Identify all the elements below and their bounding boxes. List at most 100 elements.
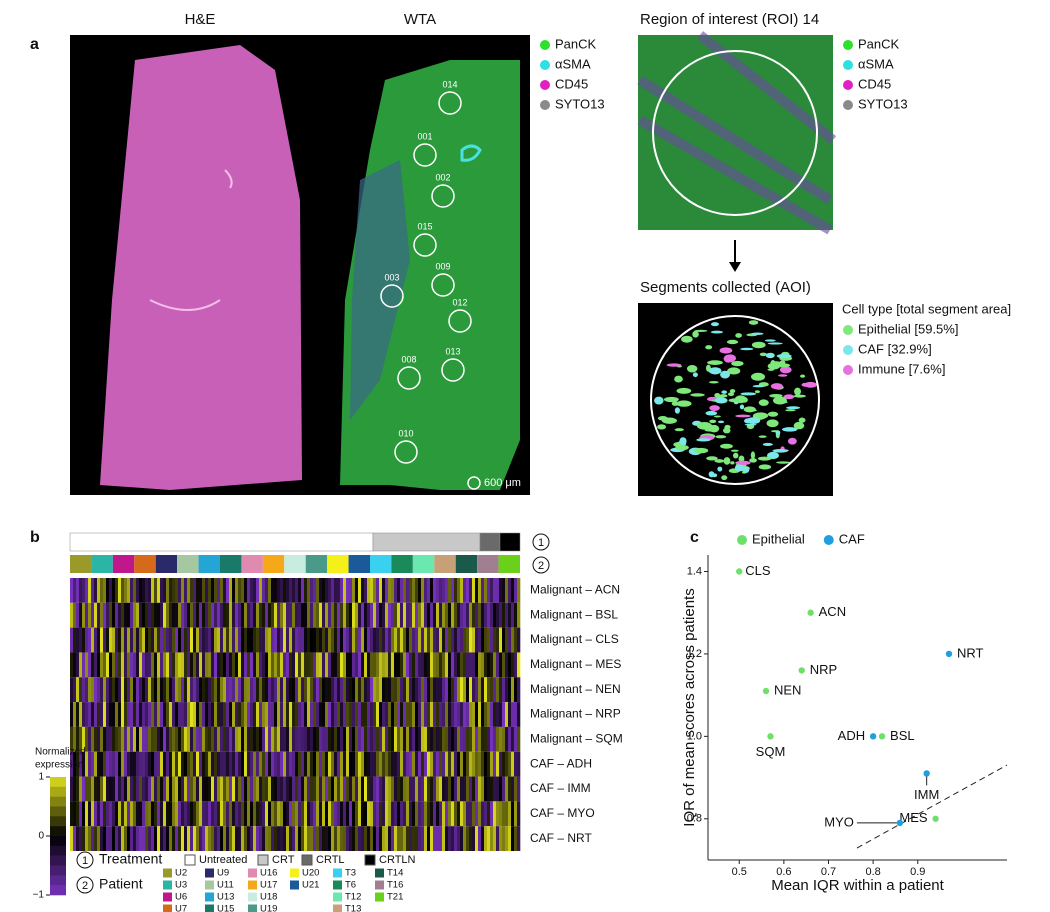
heatmap-cell bbox=[343, 726, 347, 752]
heatmap-cell bbox=[376, 652, 380, 678]
heatmap-cell bbox=[358, 702, 362, 727]
heatmap-cell bbox=[301, 751, 305, 777]
heatmap-cell bbox=[175, 602, 179, 628]
heatmap-cell bbox=[472, 751, 476, 777]
heatmap-cell bbox=[445, 578, 449, 603]
heatmap-cell bbox=[325, 652, 329, 678]
legend-label: U20 bbox=[302, 868, 319, 879]
heatmap-cell bbox=[157, 652, 161, 678]
heatmap-cell bbox=[406, 578, 410, 603]
heatmap-cell bbox=[430, 627, 434, 653]
heatmap-cell bbox=[472, 652, 476, 678]
heatmap-cell bbox=[385, 751, 389, 777]
heatmap-cell bbox=[70, 751, 74, 777]
heatmap-cell bbox=[469, 751, 473, 777]
heatmap-cell bbox=[394, 652, 398, 678]
heatmap-cell bbox=[400, 652, 404, 678]
heatmap-cell bbox=[463, 578, 467, 603]
heatmap-cell bbox=[463, 677, 467, 703]
heatmap-cell bbox=[499, 578, 503, 603]
legend-swatch bbox=[205, 904, 214, 912]
legend-label: U16 bbox=[260, 868, 277, 879]
heatmap-cell bbox=[412, 751, 416, 777]
heatmap-cell bbox=[94, 578, 98, 603]
heatmap-cell bbox=[223, 776, 227, 802]
heatmap-cell bbox=[289, 677, 293, 703]
heatmap-cell bbox=[253, 751, 257, 777]
heatmap-cell bbox=[283, 702, 287, 727]
heatmap-cell bbox=[493, 652, 497, 678]
heatmap-cell bbox=[388, 702, 392, 727]
heatmap-cell bbox=[262, 677, 266, 703]
heatmap-cell bbox=[106, 726, 110, 752]
heatmap-cell bbox=[223, 702, 227, 727]
heatmap-cell bbox=[346, 826, 350, 851]
heatmap-cell bbox=[328, 726, 332, 752]
heatmap-cell bbox=[181, 602, 185, 628]
heatmap-cell bbox=[244, 677, 248, 703]
aoi-segment bbox=[751, 341, 766, 349]
aoi-segment bbox=[729, 389, 736, 394]
heatmap-cell bbox=[334, 726, 338, 752]
heatmap-cell bbox=[229, 677, 233, 703]
heatmap-cell bbox=[505, 826, 509, 851]
heatmap-cell bbox=[391, 702, 395, 727]
heatmap-cell bbox=[142, 602, 146, 628]
heatmap-cell bbox=[460, 826, 464, 851]
heatmap-cell bbox=[361, 677, 365, 703]
heatmap-cell bbox=[454, 776, 458, 802]
heatmap-cell bbox=[412, 801, 416, 827]
heatmap-cell bbox=[442, 826, 446, 851]
heatmap-cell bbox=[490, 726, 494, 752]
heatmap-cell bbox=[280, 751, 284, 777]
heatmap-cell bbox=[502, 826, 506, 851]
heatmap-cell bbox=[295, 652, 299, 678]
heatmap-cell bbox=[328, 801, 332, 827]
heatmap-cell bbox=[148, 826, 152, 851]
heatmap-cell bbox=[475, 677, 479, 703]
heatmap-cell bbox=[148, 726, 152, 752]
aoi-segment bbox=[726, 339, 739, 345]
heatmap-cell bbox=[274, 726, 278, 752]
heatmap-cell bbox=[463, 702, 467, 727]
heatmap-cell bbox=[106, 751, 110, 777]
heatmap-cell bbox=[481, 801, 485, 827]
heatmap-cell bbox=[352, 602, 356, 628]
heatmap-cell bbox=[427, 578, 431, 603]
arrow-head bbox=[729, 262, 741, 272]
heatmap-cell bbox=[166, 751, 170, 777]
heatmap-cell bbox=[214, 578, 218, 603]
heatmap-cell bbox=[412, 652, 416, 678]
aoi-segment bbox=[721, 390, 728, 394]
heatmap-cell bbox=[376, 677, 380, 703]
heatmap-cell bbox=[487, 627, 491, 653]
heatmap-cell bbox=[262, 578, 266, 603]
heatmap-cell bbox=[352, 578, 356, 603]
heatmap-cell bbox=[145, 677, 149, 703]
heatmap-cell bbox=[328, 826, 332, 851]
heatmap-cell bbox=[232, 801, 236, 827]
heatmap-cell bbox=[232, 578, 236, 603]
heatmap-cell bbox=[322, 627, 326, 653]
heatmap-cell bbox=[355, 826, 359, 851]
aoi-segment bbox=[800, 374, 806, 378]
heatmap-cell bbox=[259, 627, 263, 653]
scale-label: 600 μm bbox=[484, 477, 521, 489]
legend-swatch bbox=[333, 868, 342, 878]
heatmap-cell bbox=[292, 726, 296, 752]
point bbox=[762, 687, 770, 695]
heatmap-cell bbox=[517, 578, 521, 603]
row-label: Malignant – MES bbox=[530, 657, 621, 671]
heatmap-cell bbox=[229, 726, 233, 752]
heatmap-cell bbox=[478, 826, 482, 851]
heatmap-cell bbox=[334, 627, 338, 653]
heatmap-cell bbox=[397, 702, 401, 727]
heatmap-cell bbox=[403, 826, 407, 851]
heatmap-cell bbox=[370, 652, 374, 678]
heatmap-cell bbox=[157, 602, 161, 628]
heatmap-cell bbox=[286, 578, 290, 603]
heatmap-cell bbox=[280, 602, 284, 628]
legend-swatch bbox=[184, 854, 196, 866]
heatmap-cell bbox=[478, 726, 482, 752]
heatmap-cell bbox=[187, 578, 191, 603]
